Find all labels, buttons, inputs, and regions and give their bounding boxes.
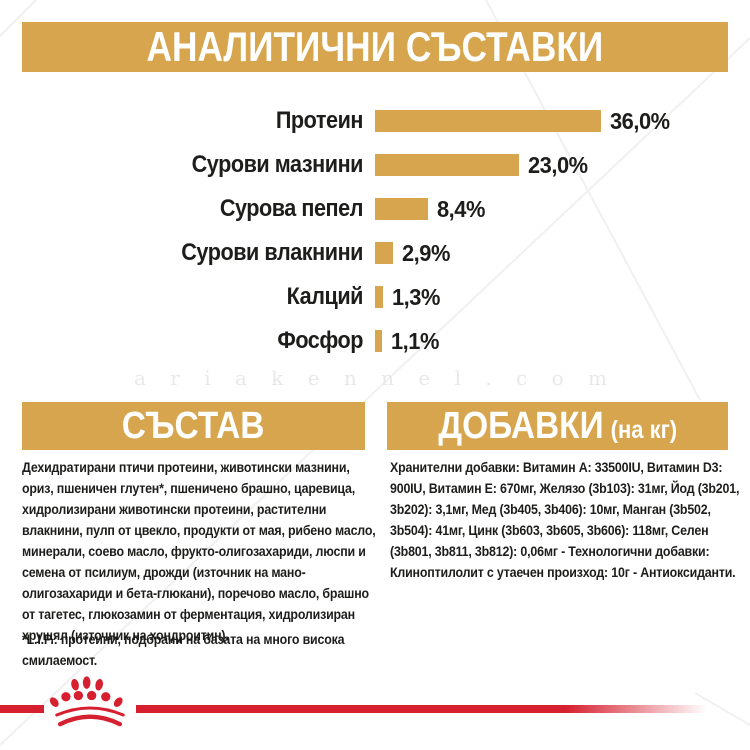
chart-rows: Протеин 36,0% Сурови мазнини 23,0% Сурова пе… <box>0 99 750 363</box>
chart-bar-value: 2,9% <box>402 239 450 266</box>
chart-bar <box>375 154 519 176</box>
chart-bar <box>375 286 383 308</box>
chart-bar-label: Калций <box>286 283 364 310</box>
additives-title-main: ДОБАВКИ <box>438 404 604 447</box>
chart-row: Сурови влакнини 2,9% <box>0 231 750 275</box>
chart-bar <box>375 198 428 220</box>
chart-bar-value: 8,4% <box>437 195 485 222</box>
chart-bar-value: 36,0% <box>610 107 670 134</box>
chart-bar-label: Протеин <box>275 107 364 134</box>
composition-body-text: Дехидратирани птичи протеини, животински… <box>22 460 376 643</box>
chart-bar <box>375 110 601 132</box>
chart-bar-label: Сурови мазнини <box>191 151 364 178</box>
page-title: АНАЛИТИЧНИ СЪСТАВКИ <box>146 23 604 70</box>
chart-bar-value: 1,1% <box>391 327 439 354</box>
chart-bar-label: Сурова пепел <box>219 195 364 222</box>
composition-header: СЪСТАВ <box>22 402 365 450</box>
chart-row: Сурова пепел 8,4% <box>0 187 750 231</box>
composition-title: СЪСТАВ <box>122 404 265 447</box>
lip-footnote-text: *L.I.P.: протеини, подбрани на базата на… <box>22 632 345 668</box>
chart-bar-value: 23,0% <box>528 151 588 178</box>
chart-bar-value: 1,3% <box>392 283 440 310</box>
chart-row: Фосфор 1,1% <box>0 319 750 363</box>
chart-row: Калций 1,3% <box>0 275 750 319</box>
chart-bar <box>375 242 393 264</box>
additives-title: ДОБАВКИ (на кг) <box>438 405 677 448</box>
chart-bar <box>375 330 382 352</box>
additives-title-suffix: (на кг) <box>610 415 677 444</box>
royal-canin-crown-icon <box>49 676 125 727</box>
chart-row: Сурови мазнини 23,0% <box>0 143 750 187</box>
analytical-constituents-header: АНАЛИТИЧНИ СЪСТАВКИ <box>22 22 728 72</box>
chart-bar-label: Сурови влакнини <box>181 239 363 266</box>
additives-body-text: Хранителни добавки: Витамин A: 33500IU, … <box>390 460 740 580</box>
additives-header: ДОБАВКИ (на кг) <box>387 402 728 450</box>
bottom-red-bar-right <box>136 705 750 713</box>
chart-row: Протеин 36,0% <box>0 99 750 143</box>
chart-bar-label: Фосфор <box>277 327 363 354</box>
nutrient-bar-chart: Протеин 36,0% Сурови мазнини 23,0% Сурова пе… <box>0 99 750 363</box>
bottom-red-bar-left <box>0 705 44 713</box>
watermark-text: a r i a k e n n e l . c o m <box>134 366 616 390</box>
